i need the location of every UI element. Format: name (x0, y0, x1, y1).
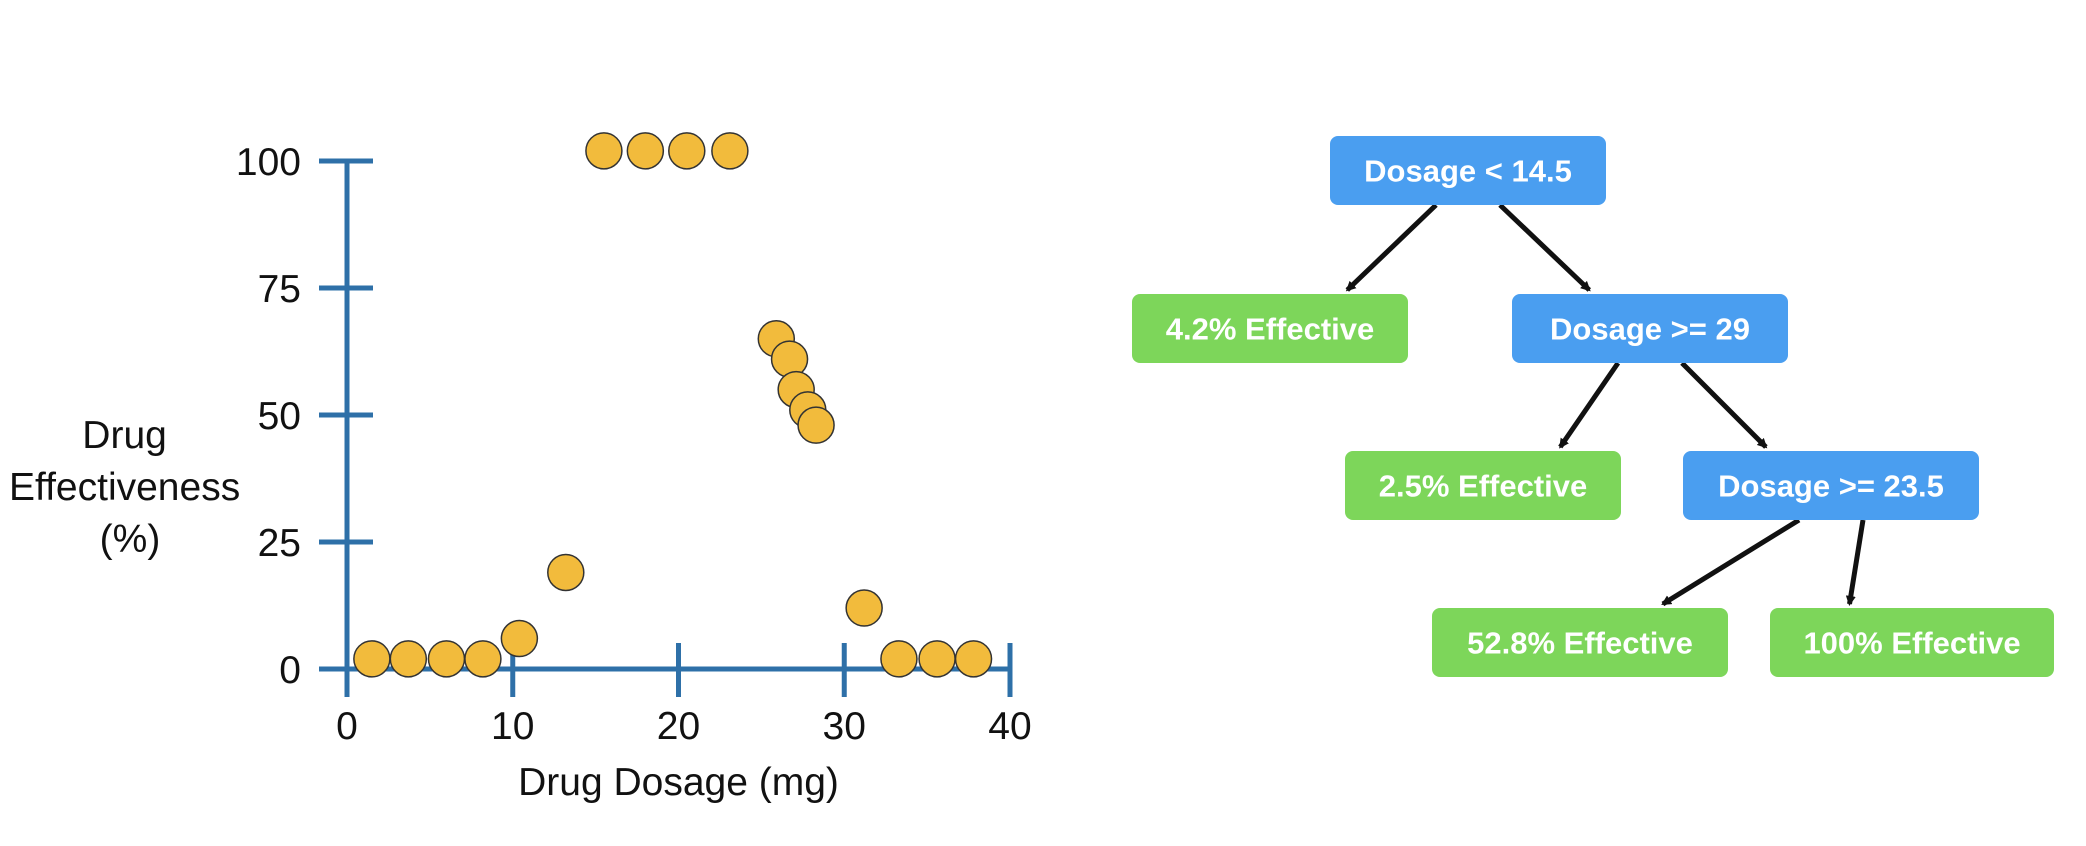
node-label: Dosage < 14.5 (1364, 154, 1572, 189)
leaf-node-leaf1: 4.2% Effective (1132, 294, 1408, 363)
data-point (389, 640, 428, 678)
data-point (880, 640, 918, 678)
chart-axes (319, 159, 1012, 697)
tree-edge-arrow (1345, 203, 1438, 292)
y-tick-label: 0 (279, 649, 301, 692)
data-point (954, 640, 993, 678)
data-point (668, 132, 706, 170)
leaf-node-leaf4: 100% Effective (1770, 608, 2054, 677)
leaf-node-leaf2: 2.5% Effective (1345, 451, 1621, 520)
x-tick-label: 40 (988, 705, 1031, 748)
data-point (585, 132, 623, 170)
node-box (1345, 451, 1621, 520)
data-point (353, 640, 391, 678)
x-tick-label: 0 (336, 705, 358, 748)
tree-edges (1345, 203, 1866, 607)
y-tick-label: 50 (258, 395, 301, 438)
tree-edge-arrow (1680, 361, 1768, 449)
x-axis-label: Drug Dosage (mg) (518, 761, 839, 804)
node-label: 52.8% Effective (1467, 626, 1693, 661)
node-box (1770, 608, 2054, 677)
data-point (427, 640, 466, 678)
node-label: 2.5% Effective (1379, 469, 1588, 504)
x-tick-label: 20 (657, 705, 700, 748)
tree-edge-arrow (1558, 361, 1621, 449)
decision-node-split3: Dosage >= 23.5 (1683, 451, 1979, 520)
data-point (770, 340, 809, 378)
y-axis-label-line-3: (%) (100, 518, 161, 561)
node-label: Dosage >= 29 (1550, 312, 1750, 347)
node-box (1132, 294, 1408, 363)
node-box (1432, 608, 1728, 677)
data-point (711, 132, 749, 170)
data-point (547, 553, 585, 592)
decision-tree: Dosage < 14.5 4.2% Effective Dosage >= 29 2… (1132, 136, 2054, 677)
node-label: 4.2% Effective (1166, 312, 1375, 347)
data-point (797, 406, 835, 444)
node-box (1330, 136, 1606, 205)
data-point (464, 640, 502, 678)
tree-edge-arrow (1845, 519, 1866, 606)
x-tick-label: 10 (491, 705, 534, 748)
tree-edge-arrow (1661, 517, 1801, 607)
node-box (1512, 294, 1788, 363)
y-tick-label: 100 (236, 141, 301, 184)
tree-nodes: Dosage < 14.5 4.2% Effective Dosage >= 29 2… (1132, 136, 2054, 677)
y-axis-ticks: 0 25 50 75 100 (236, 141, 373, 692)
data-point (626, 132, 665, 170)
decision-node-root: Dosage < 14.5 (1330, 136, 1606, 205)
decision-node-split2: Dosage >= 29 (1512, 294, 1788, 363)
x-axis-ticks: 0 10 20 30 40 (336, 643, 1032, 748)
leaf-node-leaf3: 52.8% Effective (1432, 608, 1728, 677)
data-point (500, 619, 539, 658)
node-label: 100% Effective (1803, 626, 2020, 661)
scatter-chart: 0 25 50 75 100 0 10 20 30 40 Drug Dosage (mg) Dr… (9, 132, 1032, 804)
y-axis-label-line-1: Drug (82, 414, 167, 457)
y-tick-label: 25 (258, 522, 301, 565)
data-point (845, 589, 883, 627)
y-tick-label: 75 (258, 268, 301, 311)
data-points (353, 132, 993, 678)
node-box (1683, 451, 1979, 520)
y-axis-label: Drug Effectiveness (%) (9, 414, 251, 561)
x-tick-label: 30 (823, 705, 866, 748)
tree-edge-arrow (1498, 203, 1592, 292)
node-label: Dosage >= 23.5 (1718, 469, 1944, 504)
data-point (918, 640, 956, 678)
y-axis-label-line-2: Effectiveness (9, 466, 240, 509)
